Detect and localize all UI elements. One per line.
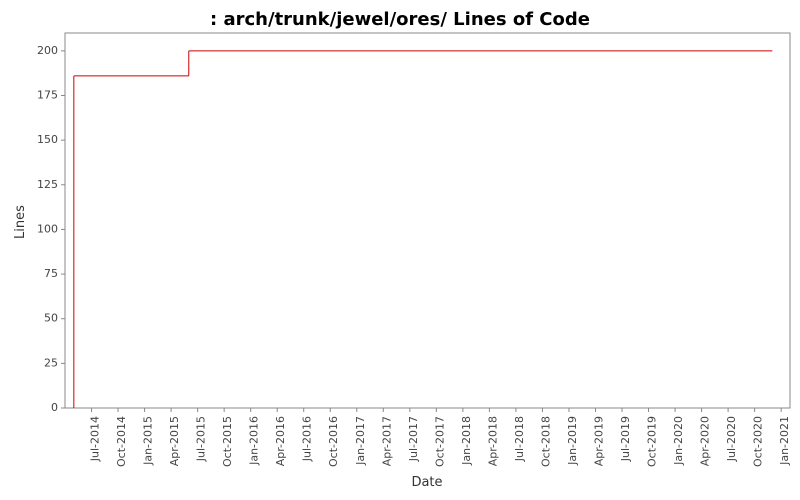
y-tick-label: 200 [37,44,58,57]
x-tick-label: Jul-2018 [513,416,526,462]
x-tick-label: Jul-2017 [407,416,420,462]
y-axis-label: Lines [13,205,28,239]
x-tick-label: Oct-2016 [327,416,340,467]
x-tick-label: Jul-2019 [619,416,632,462]
x-tick-label: Oct-2018 [539,416,552,467]
x-tick-label: Jul-2014 [89,416,102,462]
x-tick-label: Apr-2016 [274,416,287,466]
x-tick-label: Apr-2017 [380,416,393,466]
y-tick-label: 100 [37,222,58,235]
x-tick-label: Jan-2021 [778,416,791,466]
x-tick-label: Jan-2018 [460,416,473,466]
x-tick-label: Oct-2015 [221,416,234,467]
chart-title: : arch/trunk/jewel/ores/ Lines of Code [210,9,590,30]
x-tick-label: Jan-2015 [142,416,155,466]
x-tick-label: Apr-2020 [699,416,712,466]
plot-area [64,32,791,409]
x-tick-label: Jan-2017 [354,416,367,466]
x-tick-label: Apr-2015 [168,416,181,466]
x-tick-label: Jan-2016 [248,416,261,466]
y-tick-label: 125 [37,178,58,191]
x-tick-label: Oct-2017 [433,416,446,467]
y-tick-label: 75 [44,267,58,280]
x-tick-label: Oct-2020 [752,416,765,467]
x-axis-label: Date [411,475,442,490]
y-tick-label: 50 [44,312,58,325]
x-tick-label: Apr-2018 [486,416,499,466]
y-tick-label: 175 [37,89,58,102]
y-tick-label: 150 [37,133,58,146]
x-tick-label: Jul-2016 [301,416,314,462]
x-tick-label: Oct-2019 [646,416,659,467]
x-tick-label: Oct-2014 [115,416,128,467]
x-tick-label: Jul-2015 [195,416,208,462]
y-tick-label: 25 [44,356,58,369]
x-tick-label: Jan-2020 [672,416,685,466]
x-tick-label: Jul-2020 [725,416,738,462]
y-tick-label: 0 [51,401,58,414]
x-tick-label: Jan-2019 [566,416,579,466]
x-tick-label: Apr-2019 [592,416,605,466]
